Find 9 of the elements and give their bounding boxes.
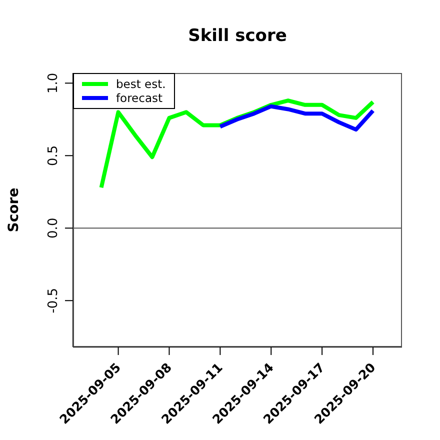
legend-label: best est.: [116, 77, 166, 91]
y-axis-title: Score: [6, 188, 22, 232]
legend-label: forecast: [116, 91, 163, 105]
chart-title: Skill score: [187, 26, 288, 46]
y-tick-label: 0.0: [46, 218, 61, 238]
y-tick-label: 0.5: [46, 145, 61, 166]
y-tick-label: -0.5: [46, 288, 61, 314]
line-series: [218, 104, 375, 132]
y-tick-label: 1.0: [46, 72, 61, 94]
